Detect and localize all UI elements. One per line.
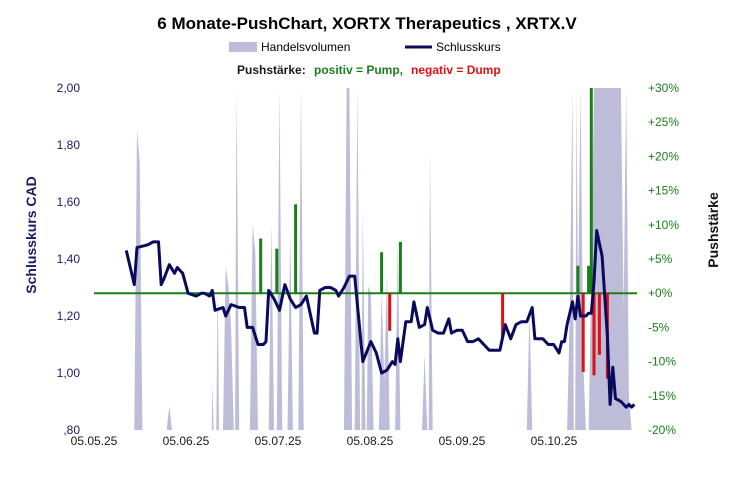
volume-spike (344, 88, 353, 430)
volume-spike (235, 88, 240, 430)
left-tick-label: 1,00 (57, 366, 81, 380)
left-tick-label: 1,40 (57, 252, 81, 266)
push-legend-positive: positiv = Pump, (314, 63, 403, 77)
left-tick-label: 2,00 (57, 81, 81, 95)
volume-spike (422, 354, 428, 430)
push-bar-positive (275, 248, 279, 294)
volume-area (134, 88, 632, 430)
x-tick-label: 05.05.25 (71, 434, 118, 448)
volume-spike (268, 224, 275, 430)
left-tick-label: 1,80 (57, 138, 81, 152)
volume-spike (378, 272, 390, 430)
right-tick-label: -15% (648, 389, 676, 403)
push-legend-negative: negativ = Dump (411, 63, 501, 77)
right-tick-label: +5% (648, 252, 673, 266)
right-tick-label: -20% (648, 423, 676, 437)
push-bar-positive (587, 265, 591, 294)
x-axis-ticks: 05.05.25 05.06.25 05.07.25 05.08.25 05.09.25… (71, 434, 578, 448)
x-tick-label: 05.06.25 (163, 434, 210, 448)
push-bar-positive (576, 265, 580, 294)
push-bar-positive (294, 204, 298, 294)
volume-spike (366, 286, 374, 430)
legend-volume-label: Handelsvolumen (261, 40, 350, 54)
left-axis-title: Schlusskurs CAD (23, 176, 39, 293)
push-bar-positive (589, 88, 593, 294)
volume-spike (298, 88, 304, 430)
push-bars (259, 88, 609, 379)
push-bar-positive (380, 252, 384, 294)
volume-spike (166, 406, 172, 430)
push-legend-prefix: Pushstärke: (237, 63, 306, 77)
volume-spike (575, 88, 586, 430)
left-tick-label: 1,60 (57, 195, 81, 209)
push-legend: Pushstärke: positiv = Pump, negativ = Du… (237, 63, 501, 77)
right-tick-label: +15% (648, 184, 679, 198)
right-tick-label: +25% (648, 115, 679, 129)
left-tick-label: 1,20 (57, 309, 81, 323)
push-bar-negative (581, 293, 585, 372)
volume-spike (216, 286, 219, 430)
volume-spike (567, 88, 574, 430)
legend: Handelsvolumen Schlusskurs (229, 40, 501, 54)
price-line (124, 229, 636, 409)
volume-spike (287, 231, 293, 430)
x-tick-label: 05.10.25 (531, 434, 578, 448)
push-bar-negative (592, 293, 596, 376)
right-tick-label: +20% (648, 149, 679, 163)
price-polyline (124, 229, 636, 409)
right-tick-label: +0% (648, 286, 673, 300)
x-tick-label: 05.08.25 (347, 434, 394, 448)
push-bar-positive (259, 238, 263, 294)
volume-spike (211, 382, 214, 430)
chart-title: 6 Monate-PushChart, XORTX Therapeutics ,… (157, 14, 577, 33)
x-tick-label: 05.09.25 (439, 434, 486, 448)
push-bar-negative (501, 293, 505, 338)
volume-spike (354, 88, 361, 430)
left-axis-ticks: 2,00 1,80 1,60 1,40 1,20 1,00 ,80 (57, 81, 81, 437)
right-axis-ticks: +30% +25% +20% +15% +10% +5% +0% -5% -10% -15% -20… (648, 81, 679, 437)
push-bar-negative (597, 293, 601, 355)
volume-spike (361, 211, 366, 430)
right-tick-label: -5% (648, 320, 670, 334)
volume-spike (526, 310, 533, 430)
right-tick-label: +30% (648, 81, 679, 95)
right-tick-label: +10% (648, 218, 679, 232)
volume-spike (223, 265, 234, 430)
x-tick-label: 05.07.25 (255, 434, 302, 448)
legend-volume-swatch (229, 42, 257, 52)
right-axis-title: Pushstärke (705, 192, 721, 268)
push-bar-negative (388, 293, 392, 331)
legend-price-label: Schlusskurs (436, 40, 501, 54)
right-tick-label: -10% (648, 355, 676, 369)
volume-spike (428, 149, 433, 430)
push-bar-positive (398, 241, 402, 294)
volume-spike (276, 88, 283, 430)
left-tick-label: ,80 (63, 423, 80, 437)
volume-spike (134, 129, 143, 430)
